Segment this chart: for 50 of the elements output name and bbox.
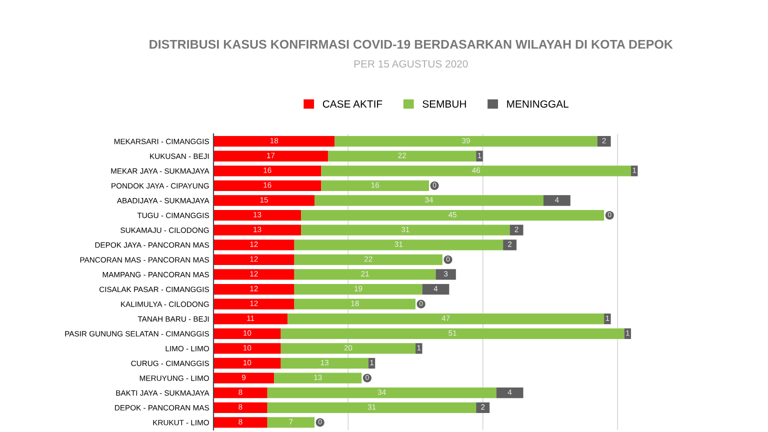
bar bbox=[503, 240, 517, 250]
bar bbox=[214, 150, 328, 162]
bar bbox=[301, 224, 510, 236]
chart-subtitle: PER 15 AGUSTUS 2020 bbox=[354, 60, 468, 68]
legend-label: SEMBUH bbox=[422, 100, 466, 108]
bar bbox=[314, 195, 544, 206]
bar bbox=[214, 298, 294, 310]
bar bbox=[334, 136, 598, 147]
bar bbox=[214, 166, 322, 176]
bar bbox=[294, 284, 422, 295]
bar bbox=[294, 240, 504, 250]
bar bbox=[214, 136, 335, 147]
bar bbox=[214, 269, 294, 280]
legend-label: MENINGGAL bbox=[507, 100, 568, 108]
bar bbox=[214, 417, 268, 428]
bar bbox=[214, 314, 288, 324]
bar bbox=[597, 136, 611, 147]
legend-label: CASE AKTIF bbox=[322, 100, 382, 108]
bar bbox=[476, 150, 483, 162]
chart-title: DISTRIBUSI KASUS KONFIRMASI COVID-19 BERDASARKAN WILAYAH DI KOTA DEPOK bbox=[150, 40, 673, 49]
bar bbox=[214, 402, 268, 413]
bar bbox=[214, 195, 315, 206]
bar bbox=[416, 343, 422, 354]
bar bbox=[280, 358, 368, 369]
bar bbox=[280, 343, 416, 354]
bar bbox=[280, 328, 624, 339]
bar bbox=[214, 210, 302, 221]
bar bbox=[436, 269, 456, 280]
bar bbox=[288, 314, 604, 324]
bar bbox=[214, 343, 281, 354]
bar bbox=[214, 388, 268, 398]
bar bbox=[496, 388, 524, 398]
bar bbox=[476, 402, 490, 413]
bar bbox=[321, 166, 631, 176]
bar bbox=[214, 240, 294, 250]
bar bbox=[214, 372, 274, 384]
bar bbox=[294, 269, 436, 280]
bar bbox=[422, 284, 450, 295]
bar bbox=[214, 254, 294, 266]
bar bbox=[214, 224, 302, 236]
bar bbox=[214, 180, 322, 192]
bar bbox=[510, 224, 524, 236]
bar bbox=[267, 388, 496, 398]
bar bbox=[328, 150, 476, 162]
bar bbox=[543, 195, 570, 206]
bar bbox=[214, 284, 294, 295]
bar bbox=[214, 328, 281, 339]
bar bbox=[604, 314, 611, 324]
bar bbox=[267, 402, 476, 413]
bar bbox=[214, 358, 281, 369]
